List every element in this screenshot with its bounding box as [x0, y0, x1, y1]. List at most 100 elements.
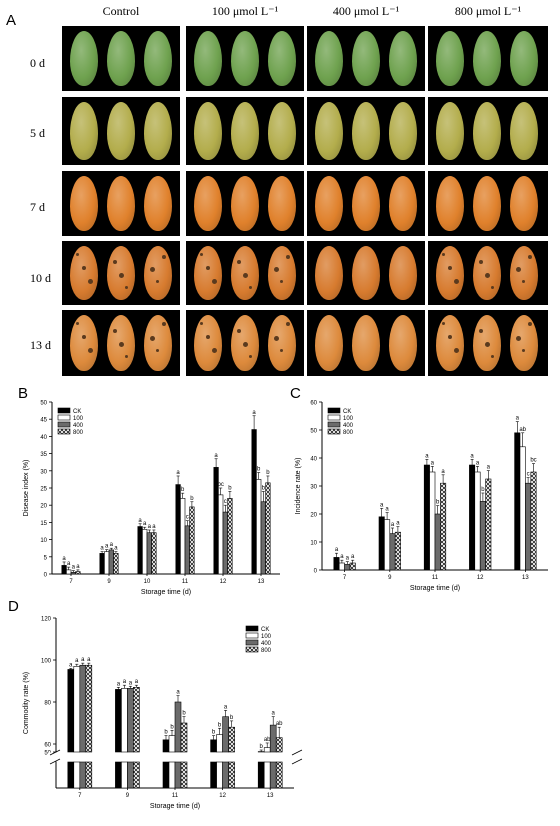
x-tick-label: 12 — [220, 579, 227, 585]
legend-label: CK — [73, 409, 81, 415]
significance-letter: b — [218, 722, 222, 728]
significance-letter: b — [181, 487, 185, 493]
bar — [184, 525, 190, 575]
disease-spot — [485, 342, 490, 347]
bar-lower-segment — [210, 761, 217, 789]
legend-swatch — [57, 428, 71, 435]
bar — [115, 689, 122, 753]
photo-cell — [428, 310, 548, 376]
y-tick-label: 50 — [40, 401, 47, 407]
papaya-fruit — [70, 246, 98, 300]
disease-spot — [249, 286, 252, 289]
papaya-fruit — [510, 176, 538, 231]
bar-lower-segment — [79, 761, 87, 789]
y-tick-label: 40 — [310, 457, 317, 463]
disease-spot — [479, 329, 483, 333]
significance-letter: a — [385, 507, 389, 513]
bar-lower-segment — [67, 761, 75, 789]
photo-cell — [307, 171, 425, 236]
disease-spot — [454, 279, 459, 284]
papaya-fruit — [268, 102, 296, 160]
significance-letter: a — [340, 554, 344, 560]
y-tick-label: 0 — [314, 569, 318, 575]
bar — [146, 532, 152, 575]
disease-spot — [156, 280, 159, 283]
disease-spot — [491, 286, 494, 289]
disease-spot — [125, 355, 128, 358]
disease-spot — [119, 342, 124, 347]
x-tick-label: 12 — [219, 793, 226, 799]
papaya-fruit — [107, 176, 135, 231]
papaya-fruit — [352, 102, 380, 160]
significance-letter: a — [476, 460, 480, 466]
y-axis-label: Incidence rate (%) — [295, 458, 302, 515]
legend-swatch — [245, 632, 259, 639]
photo-cell — [428, 171, 548, 236]
papaya-fruit — [268, 176, 296, 231]
photo-cell — [62, 171, 180, 236]
legend-swatch — [327, 421, 341, 428]
bar — [180, 722, 188, 753]
legend-label: 400 — [261, 641, 272, 647]
legend-swatch — [245, 646, 259, 653]
panel-label-b: B — [18, 385, 29, 402]
disease-spot — [88, 348, 93, 353]
legend-label: CK — [343, 409, 351, 415]
disease-spot — [448, 266, 452, 270]
significance-letter: a — [76, 564, 80, 570]
legend-label: CK — [261, 627, 269, 633]
photo-cell — [62, 241, 180, 305]
y-tick-label: 20 — [310, 513, 317, 519]
significance-letter: a — [224, 704, 228, 710]
commodity-rate-chart: 50 60 80 100 120 Commodity rate (%) Storage ti… — [23, 617, 303, 810]
significance-letter: a — [123, 679, 127, 685]
disease-spot — [200, 322, 203, 325]
significance-letter: a — [129, 680, 133, 686]
bar — [108, 549, 114, 575]
significance-letter: c — [186, 515, 189, 521]
photo-cell — [186, 241, 304, 305]
bar — [349, 562, 356, 571]
papaya-fruit — [510, 246, 538, 300]
bar — [73, 665, 81, 753]
bar — [434, 513, 441, 571]
papaya-fruit — [315, 176, 343, 231]
photo-cell — [307, 97, 425, 165]
disease-spot — [76, 322, 79, 325]
significance-letter: a — [152, 524, 156, 530]
disease-index-chart: 0 5 10 15 20 25 30 35 40 45 50 Disease index (%) Sto… — [23, 401, 280, 596]
bar — [519, 446, 526, 571]
disease-spot — [286, 255, 290, 259]
bar — [429, 471, 436, 571]
photo-cell — [186, 26, 304, 91]
bar — [99, 553, 105, 575]
panel-label-d: D — [8, 598, 19, 615]
x-axis-label: Storage time (d) — [141, 589, 191, 596]
legend-label: 100 — [261, 634, 272, 640]
bar-lower-segment — [73, 761, 81, 789]
bar-lower-segment — [269, 761, 277, 789]
significance-letter: b — [190, 496, 194, 502]
significance-letter: b — [228, 485, 232, 491]
y-tick-label: 45 — [40, 418, 47, 424]
significance-letter: a — [431, 460, 435, 466]
bar — [133, 687, 140, 753]
x-tick-label: 10 — [144, 579, 151, 585]
y-tick-label: 10 — [310, 541, 317, 547]
disease-spot — [243, 342, 248, 347]
disease-spot — [274, 267, 279, 272]
significance-letter: b — [182, 711, 186, 717]
legend-swatch — [57, 414, 71, 421]
papaya-fruit — [436, 31, 464, 86]
bar — [474, 471, 481, 571]
bar — [469, 464, 476, 571]
photo-cell — [62, 26, 180, 91]
papaya-fruit — [315, 31, 343, 86]
papaya-fruit — [389, 315, 417, 371]
bar — [210, 739, 217, 753]
disease-spot — [528, 322, 532, 326]
legend-label: 100 — [73, 416, 84, 422]
significance-letter: a — [346, 556, 350, 562]
bar — [269, 724, 277, 753]
legend-swatch — [327, 414, 341, 421]
